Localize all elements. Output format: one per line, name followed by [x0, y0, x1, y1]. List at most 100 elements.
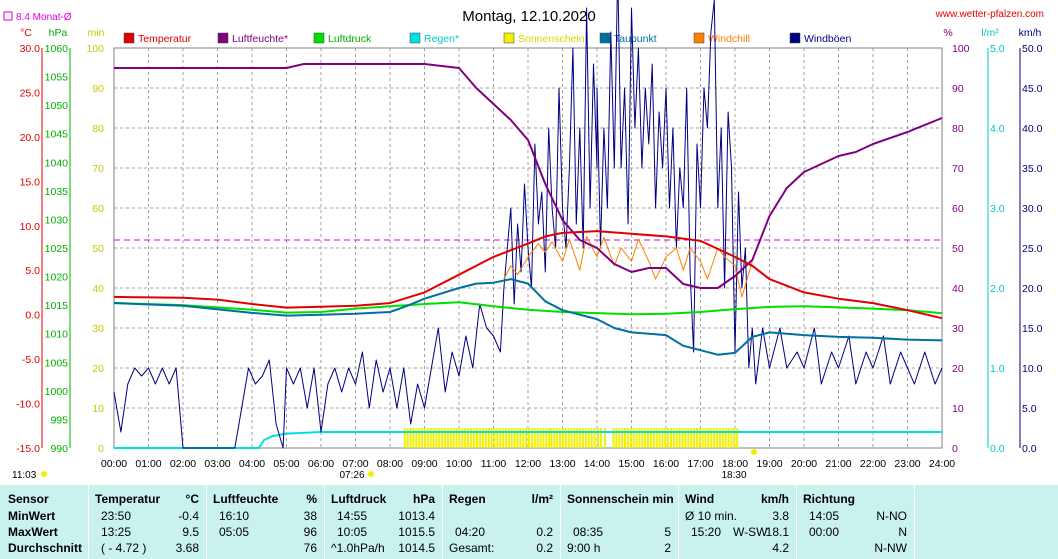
sunshine-bar — [435, 428, 438, 448]
wind-tick-label: 50.0 — [1022, 43, 1043, 55]
legend-swatch — [123, 32, 135, 44]
temperature-tick-label: 25.0 — [20, 87, 41, 99]
hum-max-value: 96 — [303, 525, 317, 539]
x-tick-label: 16:00 — [653, 458, 679, 470]
sunshine-bar — [664, 428, 667, 448]
rain-unit: l/m² — [531, 492, 553, 506]
humidity-tick-label: 50 — [952, 243, 964, 255]
sunshine-bar — [409, 428, 412, 448]
legend-label: Windchill — [708, 33, 750, 45]
sunshine-bar — [464, 428, 467, 448]
sunshine-bar — [461, 428, 464, 448]
source-link[interactable]: www.wetter-pfalzen.com — [935, 9, 1044, 20]
pressure-tick-label: 1030 — [45, 214, 69, 226]
sunshine-bar — [516, 428, 519, 448]
x-tick-label: 20:00 — [791, 458, 817, 470]
sunshine-bar — [701, 428, 704, 448]
sunshine-bar — [621, 428, 624, 448]
temperature-tick-label: -5.0 — [22, 354, 40, 366]
sunshine-bar — [522, 428, 525, 448]
sunshine-bar — [670, 428, 673, 448]
wind-tick-label: 20.0 — [1022, 283, 1043, 295]
wind-tick-label: 25.0 — [1022, 243, 1043, 255]
temp-avg-note: ( - 4.72 ) — [101, 541, 147, 555]
sunshine-bar — [632, 428, 635, 448]
pressure-axis: 1060 1055 1050 1045 1040 1035 1030 1025 1020 1015… — [45, 43, 71, 455]
pressure-tick-label: 1000 — [45, 386, 69, 398]
rain-max-value: 0.2 — [536, 525, 553, 539]
rain-header: Regen — [449, 492, 486, 506]
sunshine-bar — [426, 428, 429, 448]
pressure-tick-label: 1015 — [45, 300, 69, 312]
sunshine-bar — [559, 428, 562, 448]
sunshine-bar — [403, 428, 406, 448]
sunshine-bars — [403, 428, 739, 448]
rain-axis: 5.0 4.0 3.0 2.0 1.0 0.0 — [987, 43, 1005, 455]
legend-item[interactable]: Luftdruck — [313, 32, 372, 45]
sunshine-bar — [672, 428, 675, 448]
sunshine-bar — [641, 428, 644, 448]
sunshine-tick-label: 10 — [92, 403, 104, 415]
sunshine-bar — [412, 428, 415, 448]
sunshine-bar — [493, 428, 496, 448]
temp-max-value: 9.5 — [182, 525, 199, 539]
sunshine-bar — [539, 428, 542, 448]
sun-max-value: 5 — [664, 525, 671, 539]
monthly-avg-checkbox[interactable] — [3, 11, 13, 21]
sunshine-bar — [490, 428, 493, 448]
sunshine-bar — [561, 428, 564, 448]
axis-unit-label: km/h — [1019, 27, 1042, 39]
legend-swatch — [217, 32, 229, 44]
sun-max-time: 08:35 — [573, 525, 604, 539]
x-tick-label: 00:00 — [101, 458, 127, 470]
rain-tick-label: 2.0 — [990, 283, 1005, 295]
temperature-tick-label: 20.0 — [20, 132, 41, 144]
sunshine-bar — [487, 428, 490, 448]
x-tick-label: 01:00 — [135, 458, 161, 470]
sunshine-bar — [695, 428, 698, 448]
sunshine-bar — [415, 428, 418, 448]
sunshine-bar — [458, 428, 461, 448]
sunshine-bar — [582, 428, 585, 448]
wind-tick-label: 35.0 — [1022, 163, 1043, 175]
legend-swatch — [789, 32, 801, 44]
press-min-time: 14:55 — [337, 509, 368, 523]
dir-min-time: 14:05 — [809, 509, 840, 523]
x-tick-label: 22:00 — [860, 458, 886, 470]
legend-item[interactable]: Windböen — [789, 32, 851, 45]
humidity-unit: % — [306, 492, 317, 506]
temperature-tick-label: 30.0 — [20, 43, 41, 55]
x-tick-label: 13:00 — [549, 458, 575, 470]
temperature-unit: °C — [185, 492, 199, 506]
temperature-tick-label: 15.0 — [20, 176, 41, 188]
sunshine-bar — [499, 428, 502, 448]
legend-item[interactable]: Temperatur — [123, 32, 192, 45]
series-lines — [113, 0, 943, 449]
wind-avg10-value: 3.8 — [772, 509, 789, 523]
humidity-tick-label: 10 — [952, 403, 964, 415]
sunshine-bar — [556, 428, 559, 448]
legend-label: Windböen — [804, 33, 851, 45]
sunshine-tick-label: 60 — [92, 203, 104, 215]
legend-swatch — [599, 32, 611, 44]
x-tick-label: 11:00 — [481, 458, 507, 470]
sunshine-bar — [576, 428, 579, 448]
sunshine-bar — [449, 428, 452, 448]
stats-humidity: Luftfeuchte % 16:10 38 05:05 96 76 — [206, 485, 325, 559]
legend-item[interactable]: Windchill — [693, 32, 750, 45]
direction-header: Richtung — [803, 492, 855, 506]
dir-max-time: 00:00 — [809, 525, 840, 539]
legend-item[interactable]: Luftfeuchte* — [217, 32, 288, 45]
sunshine-tick-label: 100 — [86, 43, 104, 55]
wind-tick-label: 40.0 — [1022, 123, 1043, 135]
legend-item[interactable]: Taupunkt — [599, 32, 657, 45]
sunshine-bar — [476, 428, 479, 448]
sunshine-bar — [615, 428, 618, 448]
legend-item[interactable]: Regen* — [409, 32, 459, 45]
x-tick-label: 21:00 — [825, 458, 851, 470]
chart-title: Montag, 12.10.2020 — [462, 8, 595, 25]
humidity-tick-label: 20 — [952, 363, 964, 375]
legend-item[interactable]: Sonnenschein — [503, 32, 585, 45]
sunshine-bar — [635, 428, 638, 448]
press-min-value: 1013.4 — [398, 509, 435, 523]
